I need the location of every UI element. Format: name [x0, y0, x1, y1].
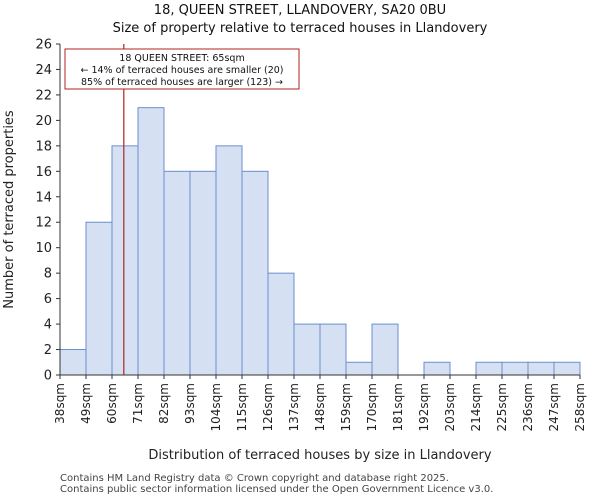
bar-159sqm — [345, 361, 373, 376]
bar-93sqm — [189, 170, 217, 376]
bar-137sqm — [293, 323, 321, 376]
bar-group — [59, 107, 581, 376]
annotation-title: 18 QUEEN STREET: 65sqm — [119, 53, 244, 64]
bar-214sqm — [475, 361, 503, 376]
y-tick-label: 6 — [44, 292, 52, 307]
bar-236sqm — [527, 361, 555, 376]
y-tick-label: 2 — [44, 343, 52, 358]
bar-148sqm — [319, 323, 347, 376]
x-tick-label: 115sqm — [235, 383, 249, 431]
x-axis: 38sqm 49sqm 60sqm 71sqm 82sqm 93sqm 104sqm 115s… — [53, 374, 587, 431]
bar-247sqm — [553, 361, 581, 376]
x-tick-label: 247sqm — [547, 383, 561, 431]
bar-38sqm — [59, 349, 87, 376]
bar-170sqm — [371, 323, 399, 376]
x-tick-label: 137sqm — [287, 383, 301, 431]
annotation-smaller: ← 14% of terraced houses are smaller (20… — [80, 65, 283, 76]
footer-licence: Contains public sector information licen… — [60, 484, 494, 495]
y-tick-label: 4 — [44, 318, 52, 333]
bar-225sqm — [501, 361, 529, 376]
y-tick-label: 26 — [35, 38, 52, 53]
x-tick-label: 60sqm — [105, 383, 119, 424]
x-tick-label: 214sqm — [469, 383, 483, 431]
bar-60sqm — [111, 145, 139, 376]
x-tick-label: 225sqm — [495, 383, 509, 431]
annotation-larger: 85% of terraced houses are larger (123) … — [81, 77, 283, 88]
y-tick-label: 24 — [35, 63, 52, 78]
x-tick-label: 71sqm — [131, 383, 145, 424]
x-tick-label: 170sqm — [365, 383, 379, 431]
x-tick-label: 82sqm — [157, 383, 171, 424]
annotation-box — [64, 48, 300, 90]
x-tick-label: 126sqm — [261, 383, 275, 431]
bar-49sqm — [85, 221, 113, 376]
y-tick-label: 22 — [35, 88, 52, 103]
y-tick-label: 18 — [35, 139, 52, 154]
chart-title: 18, QUEEN STREET, LLANDOVERY, SA20 0BU — [153, 3, 447, 18]
y-tick-label: 20 — [35, 114, 52, 129]
x-tick-label: 236sqm — [521, 383, 535, 431]
bar-104sqm — [215, 145, 243, 376]
x-tick-label: 148sqm — [313, 383, 327, 431]
y-tick-label: 16 — [35, 165, 52, 180]
bar-192sqm — [423, 361, 451, 376]
y-tick-label: 14 — [35, 190, 52, 205]
x-tick-label: 104sqm — [209, 383, 223, 431]
bar-126sqm — [267, 272, 295, 376]
y-tick-label: 8 — [44, 267, 52, 282]
x-tick-label: 192sqm — [417, 383, 431, 431]
x-tick-label: 203sqm — [443, 383, 457, 431]
footer-copyright: Contains HM Land Registry data © Crown c… — [60, 473, 449, 484]
bar-71sqm — [137, 107, 165, 376]
x-tick-label: 93sqm — [183, 383, 197, 424]
y-axis-label: Number of terraced properties — [2, 110, 17, 309]
chart-subtitle: Size of property relative to terraced ho… — [112, 21, 488, 36]
y-tick-label: 0 — [44, 369, 52, 384]
y-tick-label: 10 — [35, 241, 52, 256]
x-tick-label: 49sqm — [79, 383, 93, 424]
x-tick-label: 159sqm — [339, 383, 353, 431]
x-tick-label: 181sqm — [391, 383, 405, 431]
x-tick-label: 258sqm — [573, 383, 587, 431]
y-tick-label: 12 — [35, 216, 52, 231]
x-axis-label: Distribution of terraced houses by size … — [148, 448, 491, 463]
x-tick-label: 38sqm — [53, 383, 67, 424]
bar-82sqm — [163, 170, 191, 376]
bar-115sqm — [241, 170, 269, 376]
